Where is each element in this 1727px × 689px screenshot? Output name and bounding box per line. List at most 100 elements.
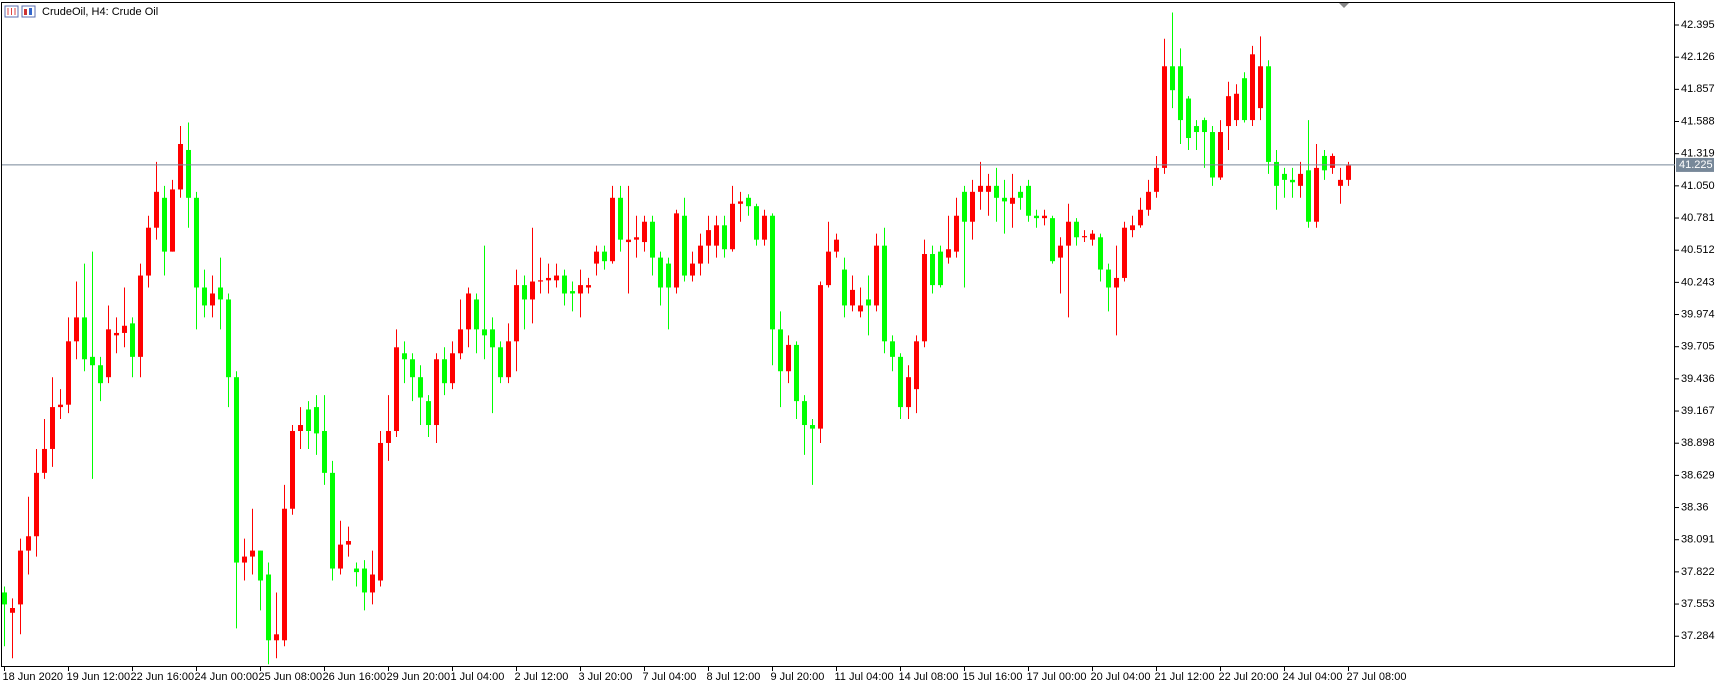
candle-body [138, 275, 143, 357]
candle-body [858, 305, 863, 312]
candle-body [698, 245, 703, 264]
y-tick-label: 38.898 [1681, 437, 1715, 449]
candle-body [690, 263, 695, 276]
candle-body [186, 149, 191, 198]
x-tick-label: 25 Jun 08:00 [259, 671, 323, 683]
candle-body [666, 263, 671, 288]
candle-body [898, 356, 903, 408]
candle-body [1266, 66, 1271, 162]
candle-body [298, 425, 303, 432]
candle-body [250, 550, 255, 557]
x-tick-label: 3 Jul 20:00 [579, 671, 633, 683]
candle-body [866, 299, 871, 306]
candle-body [74, 317, 79, 342]
candle-body [522, 285, 527, 300]
y-tick-label: 42.395 [1681, 19, 1715, 31]
candle-body [730, 203, 735, 250]
candle-body [722, 225, 727, 250]
y-tick-label: 39.974 [1681, 308, 1715, 320]
candle-body [42, 448, 47, 473]
price-label-box [1676, 157, 1714, 172]
candle-body [1074, 221, 1079, 238]
candle-body [474, 299, 479, 330]
candle-body [162, 197, 167, 252]
candle-body [1314, 167, 1319, 222]
candle-body [338, 544, 343, 569]
candle-body [546, 277, 551, 281]
candle-body [218, 287, 223, 300]
candle-body [1202, 120, 1207, 133]
y-tick-label: 39.705 [1681, 341, 1715, 353]
candle-body [1098, 237, 1103, 270]
candle-body [258, 550, 263, 581]
candle-body [1026, 185, 1031, 216]
y-tick-label: 39.436 [1681, 373, 1715, 385]
candle-body [762, 215, 767, 240]
candle-body [50, 407, 55, 449]
candle-body [906, 377, 911, 408]
candle-body [106, 329, 111, 378]
candle-body [410, 359, 415, 378]
candle-body [506, 341, 511, 378]
candle-body [930, 254, 935, 286]
candle-body [1218, 132, 1223, 178]
candle-body [1290, 179, 1295, 183]
candle-body [178, 143, 183, 190]
x-tick-label: 20 Jul 04:00 [1091, 671, 1151, 683]
candle-body [314, 407, 319, 434]
y-tick-label: 40.243 [1681, 276, 1715, 288]
candle-body [290, 431, 295, 509]
candle-body [1114, 277, 1119, 288]
candle-body [1282, 173, 1287, 180]
candle-body [842, 269, 847, 306]
candle-body [562, 275, 567, 294]
candle-body [498, 347, 503, 378]
candle-body [754, 206, 759, 240]
x-tick-label: 24 Jul 04:00 [1283, 671, 1343, 683]
x-tick-label: 11 Jul 04:00 [835, 671, 894, 683]
candle-body [122, 325, 127, 333]
candle-body [554, 275, 559, 281]
candle-body [1146, 191, 1151, 210]
y-tick-label: 37.284 [1681, 630, 1715, 642]
candle-body [34, 472, 39, 537]
candle-body [98, 365, 103, 384]
x-tick-label: 1 Jul 04:00 [451, 671, 505, 683]
x-tick-label: 19 Jun 12:00 [67, 671, 131, 683]
candle-body [434, 359, 439, 426]
candle-body [1258, 66, 1263, 109]
candle-body [514, 285, 519, 342]
x-tick-label: 24 Jun 00:00 [195, 671, 259, 683]
candle-body [274, 634, 279, 641]
x-tick-label: 15 Jul 16:00 [963, 671, 1023, 683]
y-tick-label: 41.050 [1681, 180, 1715, 192]
candle-body [1186, 98, 1191, 139]
y-tick-label: 38.36 [1681, 501, 1709, 513]
candle-body [242, 556, 247, 563]
x-tick-label: 29 Jun 20:00 [387, 671, 451, 683]
candle-body [202, 287, 207, 306]
candle-body [1306, 170, 1311, 222]
y-tick-label: 38.629 [1681, 469, 1715, 481]
chart-title: CrudeOil, H4: Crude Oil [42, 6, 158, 18]
candle-body [626, 239, 631, 243]
candle-body [170, 189, 175, 252]
candle-body [570, 291, 575, 294]
candle-body [1130, 225, 1135, 231]
candle-body [282, 508, 287, 641]
candle-body [266, 574, 271, 641]
candle-body [346, 541, 351, 545]
candle-body [602, 251, 607, 262]
candle-body [674, 213, 679, 288]
candle-body [530, 281, 535, 300]
candle-body [882, 245, 887, 342]
candle-body [442, 359, 447, 384]
candle-body [770, 215, 775, 330]
candle-body [1322, 155, 1327, 171]
candle-body [1226, 96, 1231, 127]
candle-body [402, 353, 407, 360]
candle-body [354, 568, 359, 573]
candle-body [210, 293, 215, 306]
candle-body [778, 329, 783, 372]
